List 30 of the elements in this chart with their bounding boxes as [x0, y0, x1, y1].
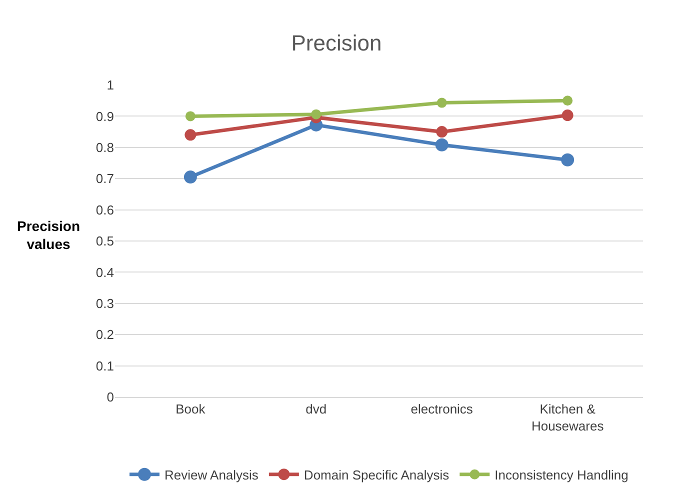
- point: [562, 110, 574, 122]
- legend-label: Domain Specific Analysis: [304, 467, 450, 482]
- y-tick-label: 1: [106, 78, 114, 93]
- y-tick-label: 0: [106, 390, 114, 405]
- x-tick-label: dvd: [306, 402, 327, 417]
- y-tick-label: 0.9: [96, 108, 114, 124]
- point: [184, 170, 197, 184]
- x-tick-label: Kitchen & Housewares: [531, 402, 604, 434]
- y-tick-label: 0.2: [96, 327, 114, 342]
- x-tick-label: Book: [176, 402, 206, 417]
- point: [436, 126, 448, 138]
- y-axis-title: Precision values: [17, 218, 80, 252]
- point: [184, 129, 196, 141]
- y-tick-label: 0.3: [96, 296, 114, 311]
- point: [435, 138, 448, 152]
- point: [562, 96, 573, 106]
- y-tick-label: 0.4: [96, 264, 114, 280]
- legend-label: Inconsistency Handling: [494, 467, 628, 482]
- point: [311, 109, 322, 120]
- x-tick-label: electronics: [410, 402, 474, 417]
- point: [185, 111, 196, 122]
- y-tick-label: 0.5: [96, 234, 114, 249]
- point: [436, 98, 447, 108]
- y-tick-label: 0.6: [96, 202, 114, 218]
- chart-title: Precision: [291, 30, 382, 56]
- point: [561, 153, 574, 166]
- y-tick-label: 0.8: [96, 140, 114, 155]
- y-tick-label: 0.1: [96, 358, 114, 374]
- legend-label: Review Analysis: [164, 467, 259, 482]
- y-tick-label: 0.7: [96, 171, 114, 186]
